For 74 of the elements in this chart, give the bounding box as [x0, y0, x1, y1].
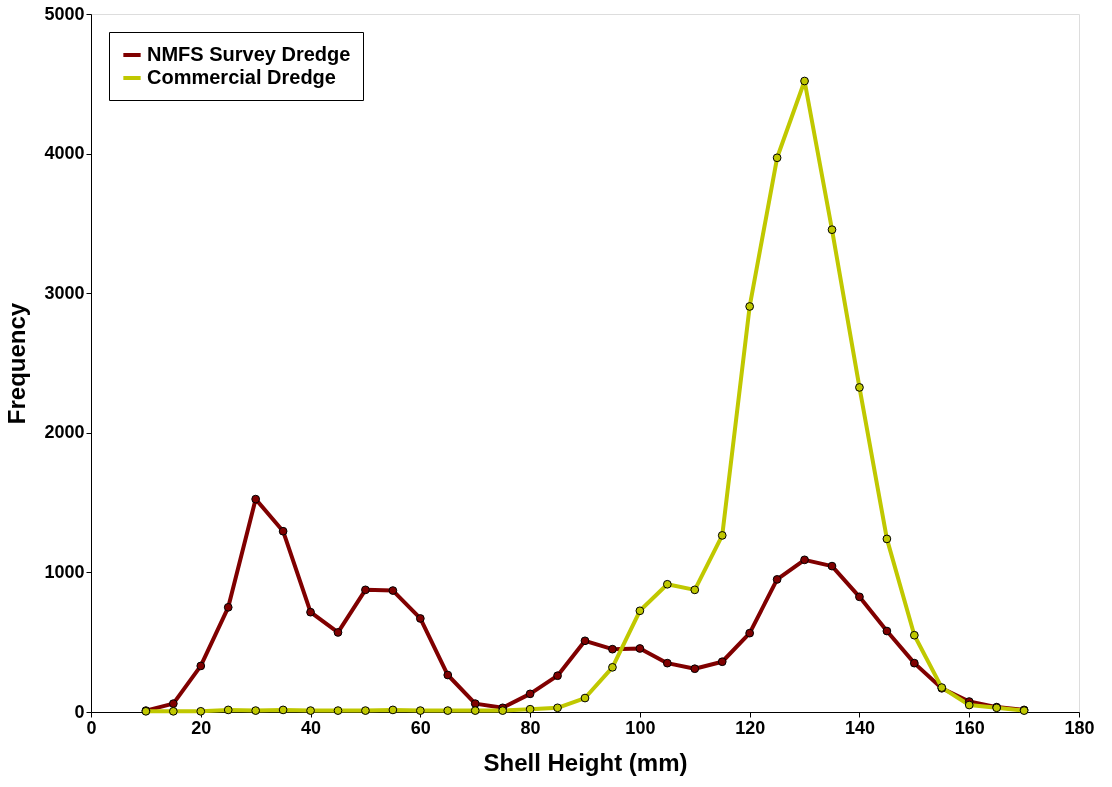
point: [580, 636, 590, 646]
point: [361, 706, 370, 715]
point: [635, 644, 645, 653]
point: [388, 705, 398, 715]
point: [717, 657, 727, 667]
x-tick-label: 60: [410, 717, 431, 738]
point: [168, 699, 178, 708]
point: [608, 644, 617, 654]
x-axis-title: Shell Height (mm): [483, 748, 688, 776]
y-tick-label: 1000: [44, 561, 85, 582]
point: [388, 586, 398, 595]
point: [827, 225, 837, 235]
point: [443, 670, 453, 680]
point: [662, 658, 672, 668]
legend-label: Commercial Dredge: [147, 66, 336, 88]
x-tick-label: 20: [191, 717, 212, 738]
point: [251, 494, 261, 504]
y-tick-label: 3000: [44, 282, 85, 303]
point: [415, 706, 425, 715]
point: [964, 700, 974, 710]
point: [443, 706, 453, 715]
point: [525, 704, 535, 714]
point: [470, 699, 480, 708]
point: [470, 706, 480, 715]
point: [882, 534, 892, 544]
point: [306, 607, 315, 617]
point: [278, 526, 288, 536]
point: [855, 592, 864, 602]
point: [717, 531, 727, 540]
x-tick-label: 140: [844, 717, 875, 738]
point: [196, 706, 206, 716]
legend-label: NMFS Survey Dredge: [147, 43, 351, 65]
y-tick-label: 2000: [44, 422, 85, 443]
point: [608, 662, 617, 672]
point: [168, 706, 178, 716]
x-tick-label: 100: [625, 717, 656, 738]
point: [909, 630, 919, 640]
x-tick-label: 180: [1064, 717, 1095, 738]
point: [251, 706, 261, 715]
point: [855, 383, 864, 392]
y-tick-label: 4000: [44, 143, 85, 164]
y-axis-title: Frequency: [3, 302, 31, 425]
point: [772, 153, 782, 163]
point: [690, 664, 700, 674]
point: [909, 658, 919, 668]
x-tick-label: 160: [954, 717, 985, 738]
point: [882, 626, 892, 636]
point: [525, 689, 535, 699]
point: [745, 628, 755, 638]
point: [635, 606, 645, 616]
point: [772, 575, 782, 584]
point: [553, 671, 562, 681]
point: [662, 579, 672, 589]
point: [415, 614, 425, 623]
y-tick-label: 5000: [44, 3, 85, 24]
x-tick-label: 120: [735, 717, 766, 738]
point: [553, 703, 562, 713]
point: [223, 602, 233, 612]
point: [306, 706, 315, 715]
point: [800, 555, 809, 565]
point: [333, 628, 343, 637]
x-tick-label: 40: [301, 717, 322, 738]
point: [745, 302, 755, 311]
point: [800, 76, 809, 86]
point: [690, 585, 700, 595]
point: [223, 705, 233, 715]
x-tick-label: 80: [520, 717, 541, 738]
point: [361, 585, 370, 595]
point: [196, 661, 206, 671]
point: [278, 705, 288, 715]
point: [333, 706, 343, 715]
point: [580, 693, 590, 703]
point: [827, 561, 837, 571]
y-tick-label: 0: [74, 701, 85, 722]
